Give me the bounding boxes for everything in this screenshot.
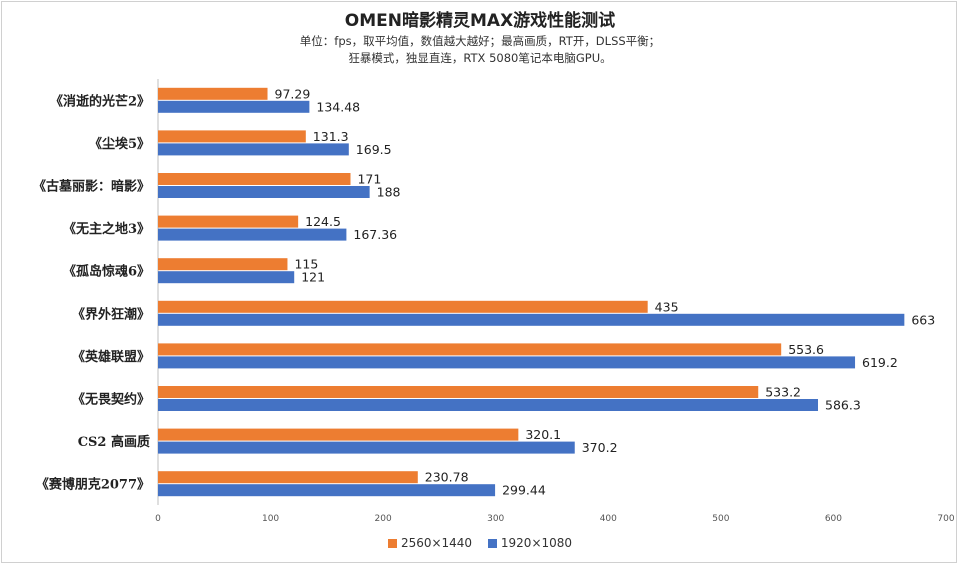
- bar-series-1: [158, 386, 759, 398]
- x-tick-label: 200: [375, 514, 392, 524]
- category-label: 《无主之地3》: [63, 221, 150, 237]
- bar-series-2: [158, 441, 575, 454]
- chart-subtitle-line-2: 狂暴模式，独显直连，RTX 5080笔记本电脑GPU。: [348, 51, 612, 65]
- data-label-series-2: 586.3: [825, 398, 861, 413]
- bar-series-1: [158, 173, 351, 185]
- data-label-series-2: 619.2: [862, 355, 898, 370]
- bar-series-1: [158, 428, 519, 441]
- bar-series-1: [158, 300, 648, 313]
- x-tick-label: 300: [487, 514, 504, 524]
- x-tick-label: 400: [600, 514, 617, 524]
- category-label: CS2 高画质: [78, 434, 150, 450]
- chart-title: OMEN暗影精灵MAX游戏性能测试: [344, 11, 616, 31]
- data-label-series-1: 171: [357, 172, 381, 187]
- data-label-series-1: 97.29: [275, 86, 311, 101]
- bar-series-2: [158, 484, 496, 497]
- data-label-series-2: 167.36: [353, 227, 397, 242]
- bar-series-1: [158, 258, 288, 271]
- data-label-series-2: 188: [377, 185, 401, 200]
- category-label: 《无畏契约》: [72, 392, 150, 408]
- data-label-series-1: 131.3: [313, 129, 349, 144]
- bar-series-1: [158, 343, 782, 356]
- data-label-series-2: 169.5: [356, 142, 392, 157]
- bar-series-2: [158, 356, 856, 369]
- category-label: 《古墓丽影：暗影》: [33, 179, 150, 195]
- bar-series-2: [158, 143, 349, 156]
- x-tick-label: 100: [262, 514, 279, 524]
- chart-subtitle-line-1: 单位：fps，取平均值，数值越大越好；最高画质，RT开，DLSS平衡；: [299, 34, 661, 48]
- data-label-series-1: 115: [294, 257, 318, 272]
- data-label-series-2: 134.48: [316, 99, 360, 114]
- bar-series-2: [158, 271, 295, 284]
- bar-series-2: [158, 399, 819, 411]
- data-label-series-2: 299.44: [502, 483, 546, 498]
- bar-series-2: [158, 100, 310, 113]
- legend: 2560×1440 1920×1080: [0, 536, 960, 550]
- data-label-series-1: 553.6: [788, 342, 824, 357]
- data-label-series-1: 320.1: [525, 427, 561, 442]
- legend-item-series-2: 1920×1080: [487, 536, 573, 550]
- legend-label-series-1: 2560×1440: [400, 536, 473, 550]
- category-label: 《英雄联盟》: [72, 349, 150, 365]
- data-label-series-1: 435: [655, 299, 679, 314]
- category-label: 《消逝的光芒2》: [50, 93, 150, 109]
- x-tick-label: 700: [937, 514, 954, 524]
- category-label: 《孤岛惊魂6》: [63, 264, 150, 280]
- bar-series-1: [158, 87, 268, 100]
- bar-series-1: [158, 215, 299, 228]
- bar-series-2: [158, 186, 370, 198]
- legend-label-series-2: 1920×1080: [500, 536, 573, 550]
- bar-series-2: [158, 228, 347, 241]
- data-label-series-1: 533.2: [765, 385, 801, 400]
- bar-series-1: [158, 130, 306, 143]
- legend-swatch-series-2: [487, 539, 497, 548]
- legend-swatch-series-1: [387, 539, 397, 548]
- x-tick-label: 600: [825, 514, 842, 524]
- category-label: 《界外狂潮》: [72, 306, 150, 322]
- x-tick-label: 0: [155, 514, 161, 524]
- data-label-series-2: 370.2: [582, 440, 618, 455]
- data-label-series-1: 230.78: [425, 470, 469, 485]
- data-label-series-2: 121: [301, 270, 325, 285]
- category-label: 《尘埃5》: [89, 136, 150, 152]
- category-label: 《赛博朋克2077》: [36, 477, 150, 493]
- x-tick-label: 500: [712, 514, 729, 524]
- data-label-series-2: 663: [911, 312, 935, 327]
- data-label-series-1: 124.5: [305, 214, 341, 229]
- bar-series-1: [158, 471, 418, 484]
- bar-series-2: [158, 313, 905, 326]
- legend-item-series-1: 2560×1440: [387, 536, 473, 550]
